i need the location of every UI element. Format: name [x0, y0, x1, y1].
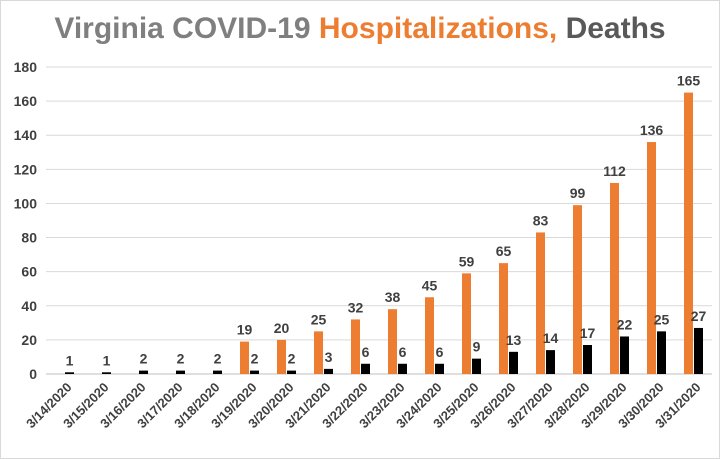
hospitalizations-data-label: 19	[237, 322, 253, 338]
hospitalizations-data-label: 59	[459, 253, 475, 269]
chart-title: Virginia COVID-19 Hospitalizations, Deat…	[0, 12, 720, 46]
y-tick-label: 140	[14, 127, 38, 143]
deaths-data-label: 17	[580, 325, 596, 341]
hospitalizations-data-label: 25	[311, 311, 327, 327]
chart-title-part-2: Hospitalizations,	[318, 12, 558, 45]
hospitalizations-bar	[462, 273, 471, 374]
hospitalizations-bar	[499, 263, 508, 374]
y-tick-label: 20	[21, 332, 37, 348]
deaths-bar	[139, 370, 148, 374]
hospitalizations-bar	[388, 309, 397, 374]
deaths-data-label: 14	[543, 330, 559, 346]
deaths-bar	[176, 370, 185, 374]
hospitalizations-bar	[240, 341, 249, 374]
deaths-data-label: 6	[399, 344, 407, 360]
deaths-data-label: 13	[506, 332, 522, 348]
hospitalizations-bar	[536, 232, 545, 374]
y-tick-label: 0	[29, 366, 37, 382]
hospitalizations-data-label: 38	[385, 289, 401, 305]
deaths-bar	[546, 350, 555, 374]
deaths-bar	[620, 336, 629, 374]
deaths-data-label: 2	[288, 351, 296, 367]
deaths-bar	[102, 372, 111, 374]
hospitalizations-data-label: 99	[570, 185, 586, 201]
deaths-bar	[509, 351, 518, 374]
deaths-bar	[657, 331, 666, 374]
hospitalizations-data-label: 83	[533, 212, 549, 228]
deaths-bar	[287, 370, 296, 374]
deaths-data-label: 2	[177, 351, 185, 367]
deaths-data-label: 1	[66, 352, 74, 368]
deaths-data-label: 6	[362, 344, 370, 360]
hospitalizations-data-label: 20	[274, 320, 290, 336]
deaths-bar	[472, 358, 481, 374]
chart-title-part-1: Virginia COVID-19	[54, 12, 319, 45]
deaths-data-label: 9	[473, 339, 481, 355]
deaths-bar	[324, 368, 333, 374]
deaths-data-label: 2	[251, 351, 259, 367]
y-tick-label: 80	[21, 230, 37, 246]
hospitalizations-data-label: 112	[603, 163, 626, 179]
deaths-data-label: 6	[436, 344, 444, 360]
chart-title-part-3: Deaths	[557, 12, 666, 45]
hospitalizations-bar	[351, 319, 360, 374]
deaths-data-label: 22	[617, 316, 633, 332]
hospitalizations-data-label: 45	[422, 277, 438, 293]
deaths-bar	[583, 345, 592, 374]
hospitalizations-bar	[314, 331, 323, 374]
deaths-data-label: 3	[325, 349, 333, 365]
deaths-data-label: 27	[691, 308, 707, 324]
y-tick-label: 120	[14, 161, 38, 177]
hospitalizations-bar	[573, 205, 582, 374]
deaths-bar	[65, 372, 74, 374]
y-tick-label: 180	[14, 59, 38, 75]
hospitalizations-bar	[277, 339, 286, 374]
y-tick-label: 160	[14, 93, 38, 109]
y-tick-label: 40	[21, 298, 37, 314]
deaths-bar	[213, 370, 222, 374]
hospitalizations-data-label: 65	[496, 243, 512, 259]
hospitalizations-bar	[425, 297, 434, 374]
deaths-bar	[435, 363, 444, 374]
deaths-data-label: 1	[103, 352, 111, 368]
deaths-bar	[361, 363, 370, 374]
deaths-bar	[694, 327, 703, 374]
y-tick-label: 100	[14, 195, 38, 211]
deaths-bar	[398, 363, 407, 374]
hospitalizations-data-label: 136	[640, 122, 664, 138]
deaths-data-label: 25	[654, 311, 670, 327]
hospitalizations-data-label: 165	[677, 73, 701, 89]
deaths-data-label: 2	[214, 351, 222, 367]
y-tick-label: 60	[21, 264, 37, 280]
deaths-bar	[250, 370, 259, 374]
deaths-data-label: 2	[140, 351, 148, 367]
hospitalizations-bar	[647, 142, 656, 374]
hospitalizations-bar	[610, 182, 619, 374]
hospitalizations-data-label: 32	[348, 299, 364, 315]
hospitalizations-bar	[684, 92, 693, 374]
